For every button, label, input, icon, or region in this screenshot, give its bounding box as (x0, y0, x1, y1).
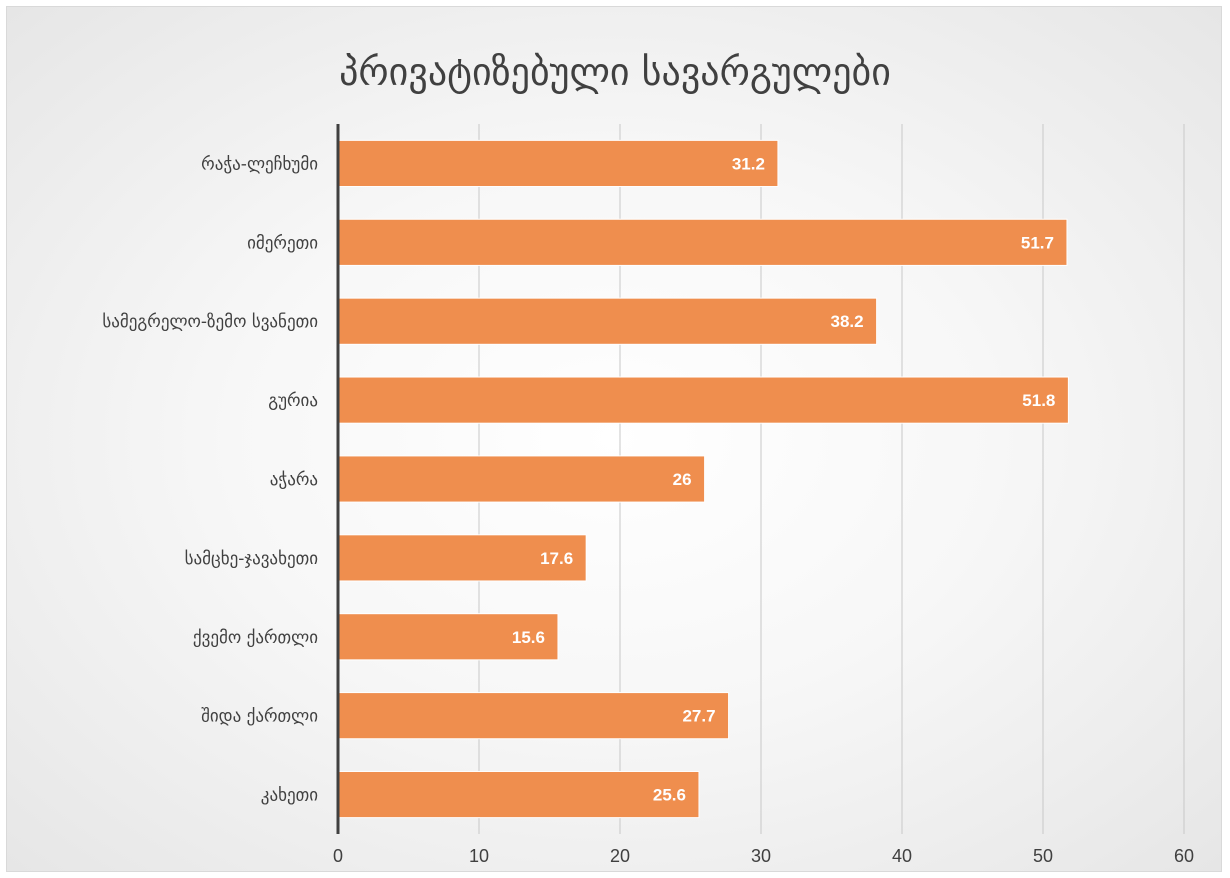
bar-1 (337, 218, 1068, 266)
chart-area: პრივატიზებული სავარგულები 0 10 20 30 40 50 60 რ… (6, 6, 1222, 872)
labels: 0 10 20 30 40 50 60 რაჭა-ლეჩხუმი 31.2 იმერეთი 51.7… (102, 154, 1194, 866)
category-label: ქვემო ქართლი (193, 628, 318, 648)
bar-3 (337, 376, 1069, 424)
data-label: 31.2 (732, 154, 765, 173)
data-label: 51.8 (1022, 391, 1055, 410)
bar-6 (337, 613, 559, 661)
data-label: 51.7 (1021, 233, 1054, 252)
x-tick-label: 60 (1174, 846, 1194, 866)
x-tick-label: 20 (610, 846, 630, 866)
bar-4 (337, 455, 706, 503)
bar-chart: პრივატიზებული სავარგულები 0 10 20 30 40 50 60 რ… (102, 50, 1194, 866)
bar-0 (337, 139, 779, 188)
bar-5 (337, 534, 587, 582)
bars (337, 139, 1069, 819)
category-label: სამეგრელო-ზემო სვანეთი (102, 312, 318, 332)
x-tick-label: 50 (1033, 846, 1053, 866)
category-label: რაჭა-ლეჩხუმი (201, 154, 318, 174)
data-label: 25.6 (653, 786, 686, 805)
category-label: სამცხე-ჯავახეთი (185, 549, 318, 569)
data-label: 15.6 (512, 628, 545, 647)
data-label: 17.6 (540, 549, 573, 568)
category-label: შიდა ქართლი (201, 707, 318, 727)
bar-7 (337, 692, 730, 740)
category-label: იმერეთი (247, 233, 318, 253)
category-label: გურია (268, 391, 318, 411)
category-label: კახეთი (261, 786, 318, 806)
bar-8 (337, 770, 700, 819)
x-tick-label: 0 (333, 846, 343, 866)
x-tick-label: 40 (892, 846, 912, 866)
x-tick-label: 10 (469, 846, 489, 866)
category-label: აჭარა (270, 470, 318, 490)
data-label: 26 (673, 470, 692, 489)
data-label: 27.7 (682, 707, 715, 726)
x-tick-label: 30 (751, 846, 771, 866)
chart-title: პრივატიზებული სავარგულები (339, 50, 891, 94)
data-label: 38.2 (831, 312, 864, 331)
bar-2 (337, 297, 878, 345)
